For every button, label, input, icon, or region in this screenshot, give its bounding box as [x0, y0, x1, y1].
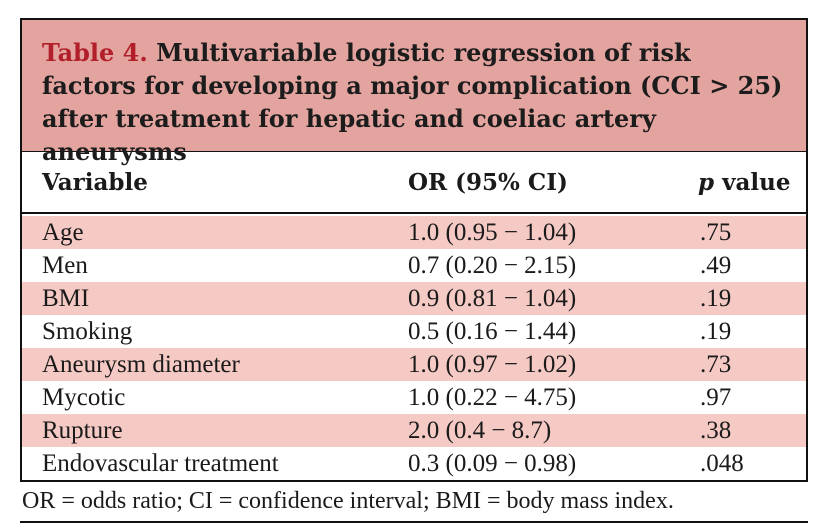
cell-p-value: .97 [700, 384, 732, 411]
table-header-row: Variable OR (95% CI) p value [22, 152, 806, 214]
cell-variable: Smoking [42, 318, 133, 345]
cell-variable: Men [42, 252, 88, 279]
cell-or-ci: 0.3 (0.09 − 0.98) [408, 450, 577, 477]
table-row: Age 1.0 (0.95 − 1.04) .75 [22, 216, 806, 249]
cell-or-ci: 0.7 (0.20 − 2.15) [408, 252, 577, 279]
caption-text: Multivariable logistic regression of ris… [42, 38, 783, 166]
table-footnote: OR = odds ratio; CI = confidence interva… [22, 488, 674, 514]
table-row: Endovascular treatment 0.3 (0.09 − 0.98)… [22, 447, 806, 480]
bottom-rule [20, 521, 808, 523]
header-or-ci: OR (95% CI) [408, 169, 568, 196]
header-p-italic: p [698, 169, 715, 196]
cell-p-value: .048 [700, 450, 744, 477]
table-row: BMI 0.9 (0.81 − 1.04) .19 [22, 282, 806, 315]
cell-p-value: .19 [700, 318, 732, 345]
caption-label: Table 4. [42, 38, 148, 67]
cell-variable: BMI [42, 285, 90, 312]
cell-or-ci: 1.0 (0.95 − 1.04) [408, 219, 577, 246]
cell-or-ci: 2.0 (0.4 − 8.7) [408, 417, 552, 444]
cell-p-value: .75 [700, 219, 732, 246]
cell-p-value: .19 [700, 285, 732, 312]
cell-variable: Aneurysm diameter [42, 351, 240, 378]
cell-variable: Endovascular treatment [42, 450, 279, 477]
table-body: Age 1.0 (0.95 − 1.04) .75 Men 0.7 (0.20 … [22, 216, 806, 480]
cell-p-value: .73 [700, 351, 732, 378]
table-caption: Table 4. Multivariable logistic regressi… [22, 20, 806, 166]
cell-p-value: .38 [700, 417, 732, 444]
header-variable: Variable [42, 169, 148, 196]
table-row: Mycotic 1.0 (0.22 − 4.75) .97 [22, 381, 806, 414]
table-row: Smoking 0.5 (0.16 − 1.44) .19 [22, 315, 806, 348]
cell-or-ci: 1.0 (0.22 − 4.75) [408, 384, 577, 411]
header-p-value: p value [698, 169, 790, 196]
header-p-rest: value [722, 169, 791, 196]
table-row: Aneurysm diameter 1.0 (0.97 − 1.02) .73 [22, 348, 806, 381]
cell-p-value: .49 [700, 252, 732, 279]
cell-variable: Age [42, 219, 84, 246]
table-row: Rupture 2.0 (0.4 − 8.7) .38 [22, 414, 806, 447]
cell-variable: Rupture [42, 417, 123, 444]
cell-or-ci: 1.0 (0.97 − 1.02) [408, 351, 577, 378]
table-row: Men 0.7 (0.20 − 2.15) .49 [22, 249, 806, 282]
cell-variable: Mycotic [42, 384, 126, 411]
cell-or-ci: 0.5 (0.16 − 1.44) [408, 318, 577, 345]
cell-or-ci: 0.9 (0.81 − 1.04) [408, 285, 577, 312]
table-frame: Table 4. Multivariable logistic regressi… [20, 18, 808, 482]
